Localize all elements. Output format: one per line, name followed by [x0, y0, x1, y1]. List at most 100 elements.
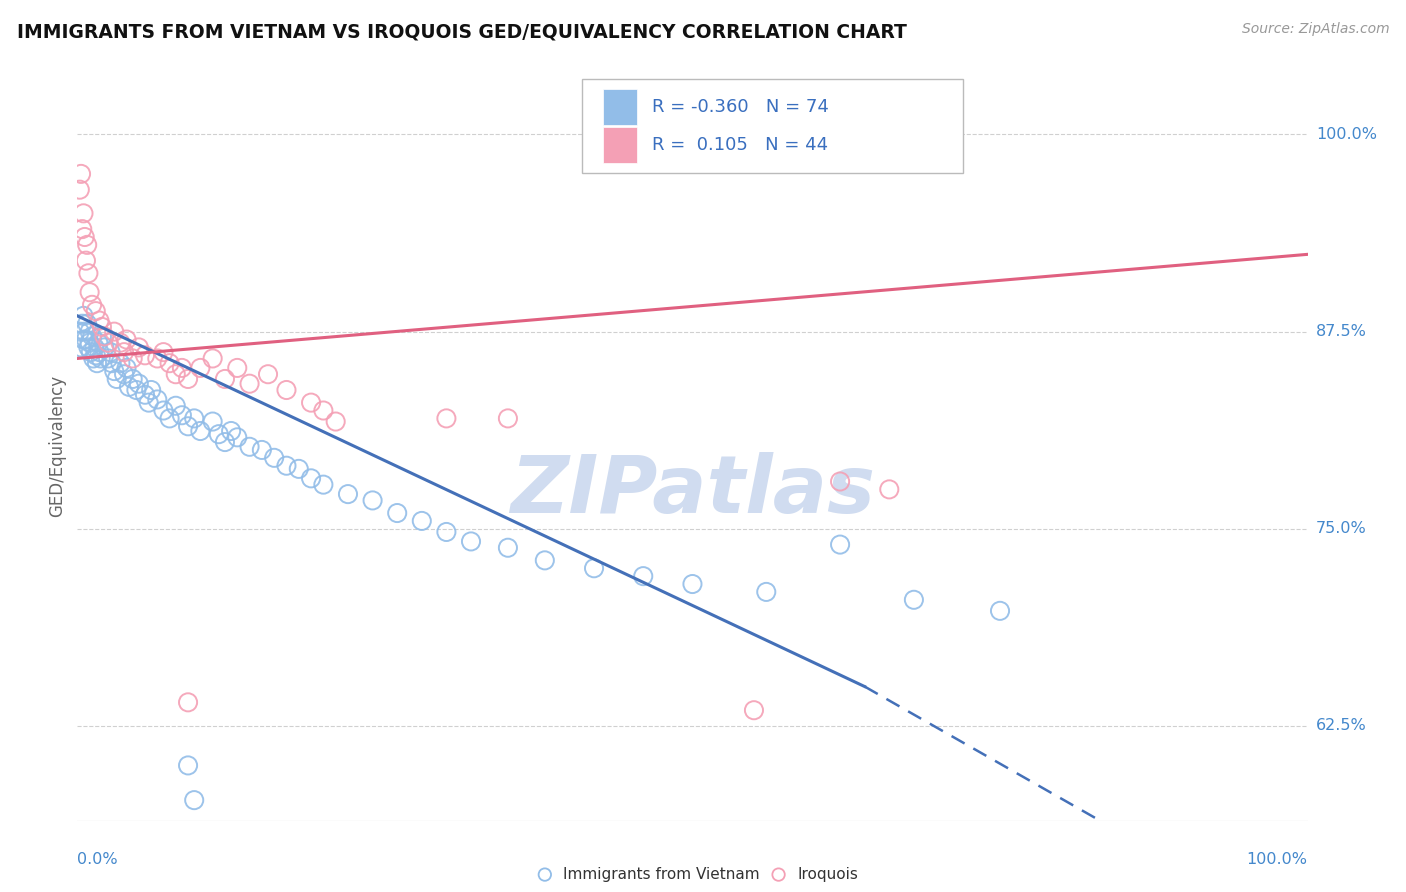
Point	[90, 329, 114, 343]
Point	[152, 403, 174, 417]
Point	[988, 604, 1011, 618]
Point	[170, 360, 193, 375]
Point	[299, 471, 322, 485]
Point	[214, 372, 236, 386]
Point	[82, 351, 104, 366]
Point	[75, 333, 97, 347]
Point	[72, 206, 94, 220]
Point	[682, 577, 704, 591]
Point	[755, 585, 778, 599]
Point	[633, 569, 655, 583]
Text: ZIPatlas: ZIPatlas	[510, 452, 875, 530]
Point	[177, 419, 200, 434]
Point	[219, 424, 242, 438]
Point	[101, 356, 124, 370]
Point	[534, 553, 557, 567]
Point	[742, 703, 765, 717]
Point	[121, 351, 143, 366]
Text: 100.0%: 100.0%	[1247, 852, 1308, 867]
Point	[76, 317, 98, 331]
Point	[112, 368, 135, 382]
Point	[239, 440, 262, 454]
Point	[830, 475, 852, 489]
Point	[337, 487, 360, 501]
Point	[460, 534, 482, 549]
Point	[80, 345, 103, 359]
Point	[128, 376, 150, 391]
Point	[830, 538, 852, 552]
Text: 87.5%: 87.5%	[1316, 324, 1367, 339]
Point	[183, 411, 205, 425]
Text: IMMIGRANTS FROM VIETNAM VS IROQUOIS GED/EQUIVALENCY CORRELATION CHART: IMMIGRANTS FROM VIETNAM VS IROQUOIS GED/…	[17, 22, 907, 41]
Point	[110, 335, 132, 350]
Point	[97, 351, 120, 366]
Point	[312, 403, 335, 417]
Text: Iroquois: Iroquois	[797, 867, 858, 882]
Point	[90, 319, 114, 334]
Point	[312, 477, 335, 491]
Point	[118, 380, 141, 394]
Point	[496, 411, 519, 425]
FancyBboxPatch shape	[582, 78, 963, 172]
Point	[411, 514, 433, 528]
Point	[103, 364, 125, 378]
Point	[97, 335, 120, 350]
Y-axis label: GED/Equivalency: GED/Equivalency	[48, 375, 66, 517]
Point	[86, 356, 108, 370]
Point	[165, 368, 187, 382]
Point	[276, 458, 298, 473]
Point	[72, 309, 94, 323]
Point	[90, 351, 112, 366]
Point	[105, 372, 128, 386]
Point	[115, 333, 138, 347]
Point	[214, 435, 236, 450]
Point	[93, 340, 115, 354]
Point	[112, 345, 135, 359]
Point	[288, 462, 311, 476]
Bar	[603, 127, 637, 162]
Point	[100, 345, 122, 359]
Point	[361, 493, 384, 508]
Point	[325, 415, 347, 429]
Bar	[603, 88, 637, 125]
Text: R = -0.360   N = 74: R = -0.360 N = 74	[652, 98, 828, 116]
Point	[188, 424, 212, 438]
Text: 75.0%: 75.0%	[1316, 521, 1367, 536]
Text: 100.0%: 100.0%	[1316, 127, 1376, 142]
Point	[188, 360, 212, 375]
Point	[77, 266, 100, 280]
Point	[177, 372, 200, 386]
Point	[159, 356, 181, 370]
Point	[125, 383, 148, 397]
Point	[70, 167, 93, 181]
Point	[226, 360, 249, 375]
Text: 0.0%: 0.0%	[77, 852, 118, 867]
Point	[146, 392, 169, 407]
Point	[496, 541, 519, 555]
Point	[177, 758, 200, 772]
Point	[87, 335, 110, 350]
Point	[183, 793, 205, 807]
Point	[83, 340, 105, 354]
Point	[89, 345, 111, 359]
Point	[110, 356, 132, 370]
Point	[84, 304, 107, 318]
Point	[121, 372, 143, 386]
Point	[385, 506, 409, 520]
Point	[134, 388, 156, 402]
Point	[79, 285, 101, 300]
Point	[436, 411, 458, 425]
Point	[152, 345, 174, 359]
Point	[879, 483, 901, 497]
Point	[146, 351, 169, 366]
Point	[276, 383, 298, 397]
Point	[76, 238, 98, 252]
Point	[436, 524, 458, 539]
Point	[159, 411, 181, 425]
Point	[257, 368, 280, 382]
Point	[170, 409, 193, 423]
Text: R =  0.105   N = 44: R = 0.105 N = 44	[652, 136, 828, 153]
Point	[903, 592, 925, 607]
Point	[583, 561, 606, 575]
Point	[93, 329, 115, 343]
